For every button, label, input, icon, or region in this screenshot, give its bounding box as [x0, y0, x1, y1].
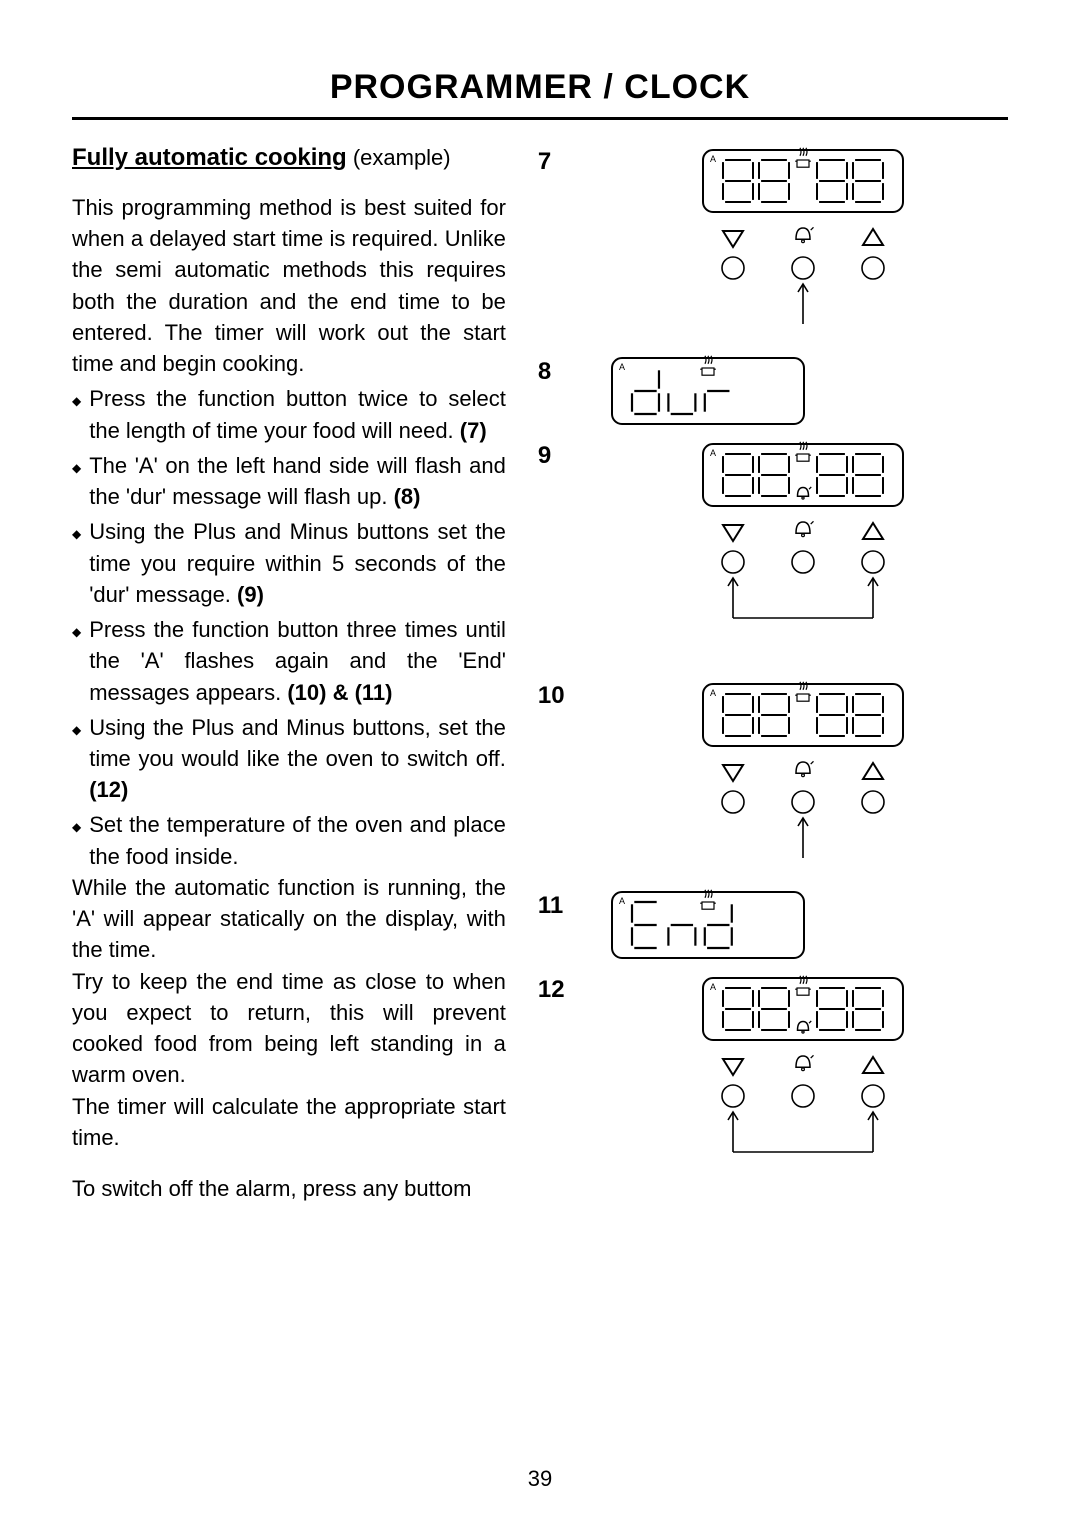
figure-svg: A [598, 678, 1008, 878]
page-title: PROGRAMMER / CLOCK [72, 68, 1008, 107]
figure-11: 11 A [538, 888, 1008, 962]
tail-para-4: To switch off the alarm, press any butto… [72, 1173, 506, 1204]
figure-9: 9 A [538, 438, 1008, 638]
bullet-item: ◆Using the Plus and Minus buttons, set t… [72, 712, 506, 806]
title-rule [72, 117, 1008, 120]
figure-svg: A [598, 438, 1008, 638]
bullet-icon: ◆ [72, 527, 81, 610]
bullet-icon: ◆ [72, 625, 81, 708]
bullet-item: ◆The 'A' on the left hand side will flas… [72, 450, 506, 512]
figure-svg: A [598, 972, 1008, 1172]
bullet-text: Set the temperature of the oven and plac… [89, 809, 506, 871]
figure-svg: A [598, 888, 1008, 962]
figure-12: 12 A [538, 972, 1008, 1172]
left-column: Fully automatic cooking (example) This p… [72, 144, 506, 1204]
figure-number: 12 [538, 972, 598, 1172]
bullet-icon: ◆ [72, 394, 81, 445]
bullet-icon: ◆ [72, 461, 81, 512]
bullet-text: The 'A' on the left hand side will flash… [89, 450, 506, 512]
svg-text:A: A [710, 982, 716, 992]
svg-text:A: A [619, 362, 625, 372]
bullet-item: ◆Press the function button three times u… [72, 614, 506, 708]
right-column: 7 A [538, 144, 1008, 1204]
tail-para-3: The timer will calculate the appropriate… [72, 1091, 506, 1153]
bullet-list: ◆Press the function button twice to sele… [72, 383, 506, 872]
svg-text:A: A [710, 154, 716, 164]
figure-number: 10 [538, 678, 598, 878]
bullet-item: ◆Press the function button twice to sele… [72, 383, 506, 445]
intro-paragraph: This programming method is best suited f… [72, 192, 506, 379]
svg-text:A: A [710, 688, 716, 698]
svg-text:A: A [710, 448, 716, 458]
section-heading-row: Fully automatic cooking (example) [72, 144, 506, 172]
figure-8: 8 A [538, 354, 1008, 428]
bullet-text: Press the function button three times un… [89, 614, 506, 708]
section-heading-suffix: (example) [347, 145, 451, 170]
svg-text:A: A [619, 896, 625, 906]
bullet-item: ◆Set the temperature of the oven and pla… [72, 809, 506, 871]
bullet-icon: ◆ [72, 723, 81, 806]
figure-svg: A [598, 354, 1008, 428]
bullet-text: Press the function button twice to selec… [89, 383, 506, 445]
figure-number: 7 [538, 144, 598, 344]
bullet-icon: ◆ [72, 820, 81, 871]
figure-number: 8 [538, 354, 598, 428]
figure-10: 10 A [538, 678, 1008, 878]
figure-number: 11 [538, 888, 598, 962]
figure-7: 7 A [538, 144, 1008, 344]
bullet-item: ◆Using the Plus and Minus buttons set th… [72, 516, 506, 610]
two-column-layout: Fully automatic cooking (example) This p… [72, 144, 1008, 1204]
page-number: 39 [0, 1466, 1080, 1492]
section-heading: Fully automatic cooking [72, 144, 347, 171]
figure-svg: A [598, 144, 1008, 344]
bullet-text: Using the Plus and Minus buttons, set th… [89, 712, 506, 806]
tail-para-2: Try to keep the end time as close to whe… [72, 966, 506, 1091]
bullet-text: Using the Plus and Minus buttons set the… [89, 516, 506, 610]
figure-number: 9 [538, 438, 598, 638]
tail-para-1: While the automatic function is running,… [72, 872, 506, 966]
